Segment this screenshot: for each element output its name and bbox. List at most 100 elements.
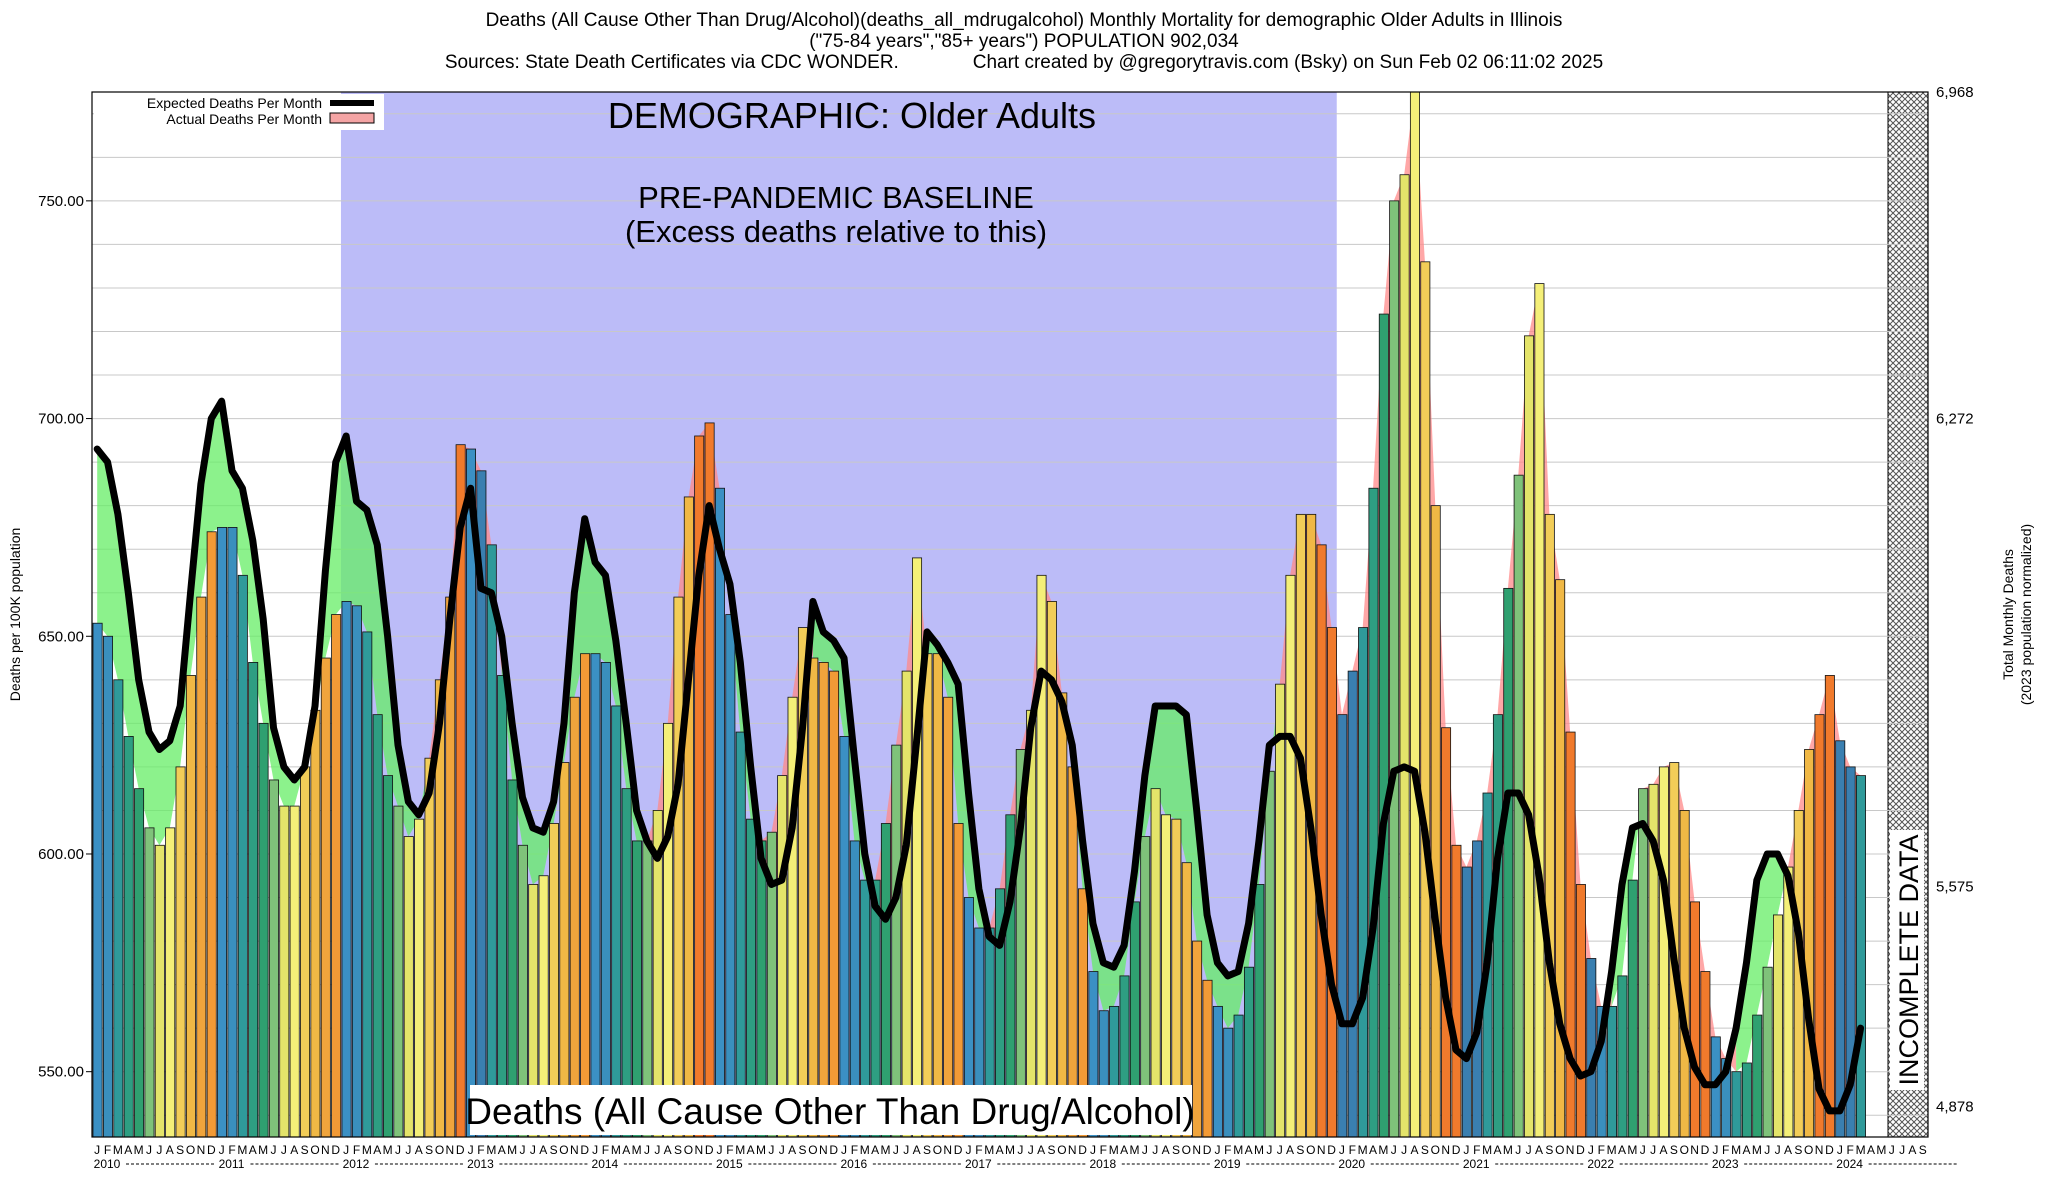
y-tick-label: 750.00 [38,193,84,210]
bar [1855,775,1866,1138]
x-month-label: J [1266,1143,1272,1157]
bar [714,487,725,1138]
x-month-label: A [788,1143,796,1157]
y2-tick-label: 6,968 [1936,84,1974,101]
bar [1492,714,1503,1138]
x-month-label: J [592,1143,598,1157]
bar [1544,513,1555,1138]
bar [735,731,746,1138]
x-month-label: A [415,1143,423,1157]
x-month-label: M [1731,1143,1741,1157]
x-month-label: M [1856,1143,1866,1157]
bar [1254,884,1265,1138]
bar [1243,966,1254,1138]
x-month-label: A [498,1143,506,1157]
x-year-label: 2021 [1463,1157,1490,1171]
bar [1233,1014,1244,1138]
x-month-label: S [301,1143,309,1157]
x-month-label: M [1607,1143,1617,1157]
deficit-deaths-area [1072,684,1280,1029]
legend-actual-label: Actual Deaths Per Month [166,111,322,127]
y2-tick-label: 5,575 [1936,879,1974,896]
incomplete-label-box [1890,830,1924,1090]
x-month-label: J [779,1143,785,1157]
x-month-label: F [1349,1143,1356,1157]
bar [372,714,383,1138]
x-month-label: O [933,1143,942,1157]
x-year-label: 2019 [1214,1157,1241,1171]
bar [829,670,840,1138]
x-month-label: J [1837,1143,1843,1157]
x-year-label: 2012 [343,1157,370,1171]
x-year-label: 2016 [840,1157,867,1171]
x-month-label: N [1815,1143,1824,1157]
bar [808,657,819,1138]
x-month-label: J [94,1143,100,1157]
bar [165,827,176,1138]
y2-axis-label-sub: (2023 population normalized) [2018,524,2034,705]
deficit-deaths-area [1736,853,1788,1072]
bar [1420,261,1431,1138]
x-month-label: S [1794,1143,1802,1157]
x-year-label: 2015 [716,1157,743,1171]
x-month-label: A [373,1143,381,1157]
chart-subtitle: ("75-84 years","85+ years") POPULATION 9… [809,31,1239,52]
bar [1368,487,1379,1138]
bar [497,675,508,1138]
x-month-label: J [717,1143,723,1157]
bar [1804,749,1815,1138]
bar [1316,544,1327,1138]
x-month-label: D [580,1143,589,1157]
bar [559,762,570,1138]
bar [1409,91,1420,1138]
x-month-label: M [1358,1143,1368,1157]
bar [922,653,933,1138]
x-month-label: O [1680,1143,1689,1157]
x-month-label: J [271,1143,277,1157]
chart-sources: Sources: State Death Certificates via CD… [444,52,1604,73]
x-month-label: A [1908,1143,1916,1157]
bar [196,596,207,1138]
x-month-label: M [113,1143,123,1157]
x-month-label: J [841,1143,847,1157]
x-month-label: M [1254,1143,1264,1157]
x-month-label: D [954,1143,963,1157]
x-month-label: J [530,1143,536,1157]
x-month-label: M [632,1143,642,1157]
x-month-label: D [1452,1143,1461,1157]
x-month-label: A [1742,1143,1750,1157]
bar [1700,971,1711,1138]
bar [1150,788,1161,1138]
x-month-label: A [622,1143,630,1157]
bar [1638,788,1649,1138]
x-month-label: N [1690,1143,1699,1157]
x-month-label: N [197,1143,206,1157]
bar [1762,966,1773,1138]
x-month-label: J [1401,1143,1407,1157]
x-month-label: A [1494,1143,1502,1157]
x-month-label: J [1899,1143,1905,1157]
chart-title: Deaths (All Cause Other Than Drug/Alcoho… [485,10,1563,31]
x-month-label: M [258,1143,268,1157]
bar [144,827,155,1138]
bar [486,544,497,1138]
x-month-label: F [104,1143,111,1157]
x-month-label: N [1566,1143,1575,1157]
x-month-label: F [1847,1143,1854,1157]
bar [1586,958,1597,1138]
x-year-label: 2022 [1587,1157,1614,1171]
x-month-label: O [1431,1143,1440,1157]
bar [1067,766,1078,1138]
x-month-label: M [383,1143,393,1157]
bar [673,596,684,1138]
x-month-label: A [1162,1143,1170,1157]
x-month-label: A [1120,1143,1128,1157]
x-month-label: J [893,1143,899,1157]
x-month-label: M [756,1143,766,1157]
x-month-label: A [249,1143,257,1157]
bar [1741,1062,1752,1138]
x-year-label: 2020 [1338,1157,1365,1171]
bar [1202,979,1213,1138]
x-month-label: J [1515,1143,1521,1157]
x-month-label: J [1152,1143,1158,1157]
